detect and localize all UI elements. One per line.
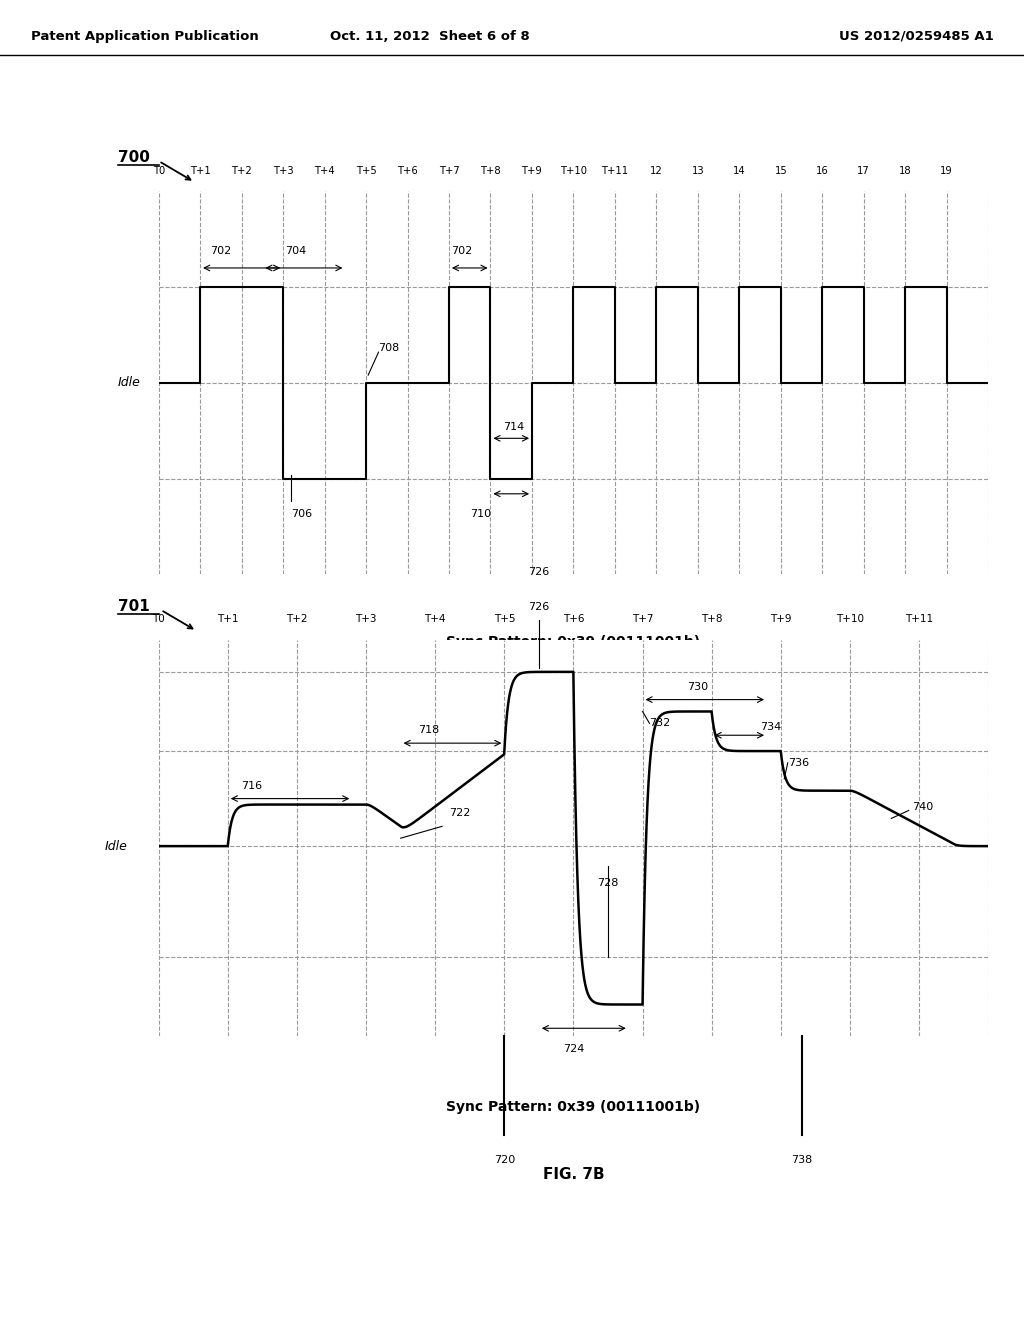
Text: T0: T0 [153,166,165,176]
Text: 740: 740 [912,801,934,812]
Text: 19: 19 [940,166,953,176]
Text: 732: 732 [649,718,671,729]
Text: 730: 730 [687,681,709,692]
Text: Patent Application Publication: Patent Application Publication [31,29,258,42]
Text: 14: 14 [733,166,745,176]
Text: 716: 716 [242,780,262,791]
Text: T+3: T+3 [355,614,377,624]
Text: 736: 736 [787,758,809,768]
Text: 702: 702 [451,247,472,256]
Text: 704: 704 [285,247,306,256]
Text: T+8: T+8 [701,614,722,624]
Text: T+9: T+9 [770,614,792,624]
Text: 710: 710 [470,510,490,519]
Text: T+2: T+2 [287,614,307,624]
Text: FIG. 7A: FIG. 7A [543,701,604,715]
Text: 18: 18 [899,166,911,176]
Text: Idle: Idle [117,376,140,389]
Text: T+11: T+11 [905,614,933,624]
Text: T+1: T+1 [189,166,211,176]
Text: 706: 706 [292,510,312,519]
Text: T+6: T+6 [397,166,418,176]
Text: 15: 15 [774,166,787,176]
Text: T+5: T+5 [355,166,377,176]
Text: Oct. 11, 2012  Sheet 6 of 8: Oct. 11, 2012 Sheet 6 of 8 [330,29,530,42]
Text: T+11: T+11 [601,166,629,176]
Text: T+6: T+6 [563,614,584,624]
Text: 724: 724 [563,1044,584,1055]
Text: US 2012/0259485 A1: US 2012/0259485 A1 [839,29,993,42]
Text: T+8: T+8 [480,166,501,176]
Text: Sync Pattern: 0x39 (00111001b): Sync Pattern: 0x39 (00111001b) [446,635,700,649]
Text: FIG. 7B: FIG. 7B [543,1167,604,1181]
Text: T+7: T+7 [438,166,460,176]
Text: T+9: T+9 [521,166,543,176]
Text: T+4: T+4 [314,166,335,176]
Text: 726: 726 [528,602,550,612]
Text: T+1: T+1 [217,614,239,624]
Text: T+2: T+2 [231,166,252,176]
Text: T+3: T+3 [272,166,294,176]
Text: 720: 720 [494,1155,515,1166]
Text: Sync Pattern: 0x39 (00111001b): Sync Pattern: 0x39 (00111001b) [446,1100,700,1114]
Text: T+4: T+4 [425,614,445,624]
Text: 700: 700 [118,150,150,165]
Text: 16: 16 [816,166,828,176]
Text: 17: 17 [857,166,870,176]
Text: 13: 13 [691,166,705,176]
Text: 701: 701 [118,599,150,614]
Text: T+10: T+10 [560,166,587,176]
Text: 708: 708 [379,343,399,354]
Text: 734: 734 [760,722,781,733]
Text: T+5: T+5 [494,614,515,624]
Text: T0: T0 [153,614,165,624]
Text: 702: 702 [210,247,231,256]
Text: 714: 714 [503,422,524,432]
Text: Idle: Idle [104,840,128,853]
Text: T+7: T+7 [632,614,653,624]
Text: 12: 12 [650,166,663,176]
Text: 726: 726 [528,566,550,577]
Text: 738: 738 [791,1155,812,1166]
Text: 728: 728 [597,878,618,888]
Text: 722: 722 [449,808,470,818]
Text: T+10: T+10 [836,614,864,624]
Text: 718: 718 [418,725,439,735]
